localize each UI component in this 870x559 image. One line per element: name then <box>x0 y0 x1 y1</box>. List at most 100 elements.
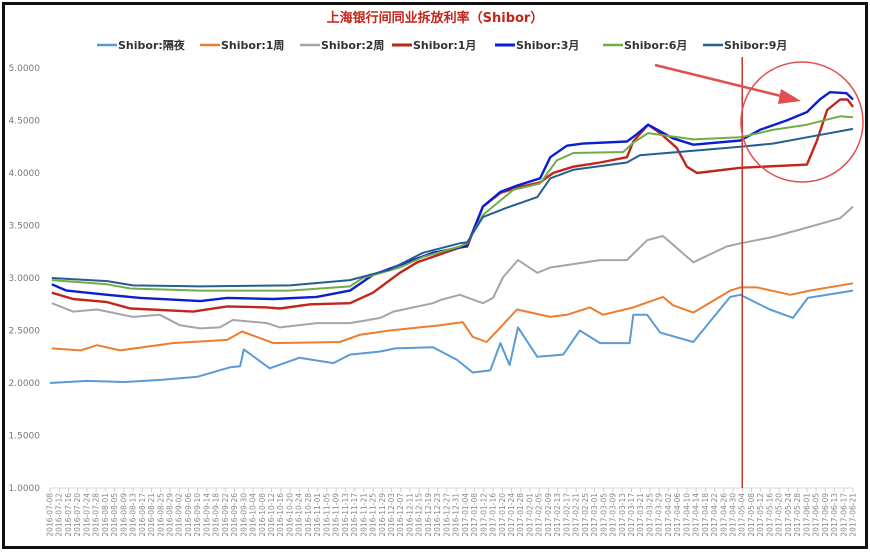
legend-entry: Shibor:9月 <box>724 39 787 52</box>
x-tick-label: 2017-04-30 <box>729 493 738 537</box>
legend-entry: Shibor:隔夜 <box>118 38 186 52</box>
y-axis: 1.0000 1.5000 2.0000 2.5000 3.0000 3.5000 4.00… <box>9 64 41 494</box>
x-tick-label: 2017-04-18 <box>701 493 710 537</box>
x-tick-label: 2017-02-05 <box>535 493 544 537</box>
x-tick-label: 2016-10-08 <box>258 493 267 537</box>
x-tick-label: 2017-05-28 <box>793 493 802 537</box>
x-tick-label: 2017-03-17 <box>627 493 636 537</box>
x-tick-label: 2016-07-20 <box>73 493 82 537</box>
x-tick-label: 2017-04-02 <box>664 493 673 537</box>
series-line-4 <box>51 91 854 303</box>
x-tick-label: 2017-02-01 <box>525 493 534 537</box>
x-tick-label: 2016-08-13 <box>129 493 138 537</box>
x-tick-label: 2017-05-08 <box>747 493 756 537</box>
y-tick-label: 2.0000 <box>9 379 41 389</box>
x-tick-label: 2017-06-09 <box>821 493 830 537</box>
x-tick-label: 2016-10-24 <box>295 493 304 537</box>
x-tick-label: 2017-01-24 <box>507 493 516 537</box>
arrow-shaft <box>654 63 786 99</box>
x-tick-label: 2016-08-29 <box>165 493 174 537</box>
x-tick-label: 2017-06-17 <box>839 493 848 537</box>
x-tick-label: 2017-06-01 <box>802 493 811 537</box>
x-tick-label: 2017-05-16 <box>765 493 774 537</box>
x-tick-label: 2017-01-08 <box>470 493 479 537</box>
x-tick-label: 2017-05-12 <box>756 493 765 537</box>
x-tick-label: 2016-11-17 <box>350 493 359 537</box>
x-tick-label: 2016-07-24 <box>82 493 91 537</box>
x-tick-label: 2016-09-26 <box>230 493 239 537</box>
x-tick-label: 2016-10-04 <box>249 493 258 537</box>
x-tick-label: 2017-04-22 <box>710 493 719 537</box>
legend-entry: Shibor:3月 <box>516 39 579 52</box>
x-tick-label: 2017-06-05 <box>812 493 821 537</box>
x-tick-label: 2016-11-01 <box>313 493 322 537</box>
x-tick-label: 2017-04-26 <box>719 493 728 537</box>
x-tick-label: 2016-09-14 <box>202 493 211 537</box>
y-tick-label: 3.5000 <box>9 222 41 232</box>
x-tick-label: 2017-06-13 <box>830 493 839 537</box>
series-line-0 <box>49 289 854 384</box>
x-tick-label: 2017-03-13 <box>618 493 627 537</box>
x-axis: 2016-07-08 2016-07-12 2016-07-16 2016-07-20… <box>46 487 858 537</box>
x-tick-label: 2017-04-06 <box>673 493 682 537</box>
x-tick-label: 2016-08-09 <box>119 493 128 537</box>
legend-entry: Shibor:2周 <box>321 39 384 52</box>
x-tick-label: 2016-12-27 <box>442 493 451 537</box>
x-tick-label: 2016-12-03 <box>387 493 396 537</box>
x-tick-label: 2016-08-05 <box>110 493 119 537</box>
x-tick-label: 2017-04-10 <box>682 493 691 537</box>
chart-frame <box>2 2 868 549</box>
x-tick-label: 2016-12-15 <box>415 493 424 537</box>
x-tick-label: 2016-10-12 <box>267 493 276 537</box>
x-tick-label: 2016-09-18 <box>212 493 221 537</box>
chart-title: 上海银行间同业拆放利率（Shibor） <box>327 10 544 26</box>
x-tick-label: 2016-11-05 <box>322 493 331 537</box>
x-tick-label: 2016-08-01 <box>101 493 110 537</box>
x-tick-label: 2016-08-25 <box>156 493 165 537</box>
series-line-5 <box>51 115 854 292</box>
x-tick-label: 2017-03-09 <box>609 493 618 537</box>
x-tick-label: 2016-08-17 <box>138 493 147 537</box>
x-tick-label: 2016-12-07 <box>396 493 405 537</box>
annotations <box>654 57 864 488</box>
x-tick-label: 2016-12-11 <box>405 493 414 537</box>
x-tick-label: 2016-07-08 <box>46 493 55 537</box>
x-tick-label: 2017-03-29 <box>655 493 664 537</box>
x-tick-label: 2016-07-16 <box>64 493 73 537</box>
x-tick-label: 2017-04-14 <box>692 493 701 537</box>
x-tick-label: 2017-02-09 <box>544 493 553 537</box>
x-tick-label: 2016-12-19 <box>424 493 433 537</box>
arrow-head-icon <box>778 89 801 104</box>
x-tick-label: 2016-09-22 <box>221 493 230 537</box>
y-tick-label: 5.0000 <box>9 64 41 74</box>
legend-entry: Shibor:6月 <box>624 39 687 52</box>
x-tick-label: 2016-07-12 <box>55 493 64 537</box>
highlight-circle <box>740 61 864 183</box>
x-tick-label: 2016-09-02 <box>175 493 184 537</box>
x-tick-label: 2017-01-04 <box>461 493 470 537</box>
x-tick-label: 2016-11-09 <box>332 493 341 537</box>
y-tick-label: 1.5000 <box>9 432 41 442</box>
x-tick-label: 2016-10-16 <box>276 493 285 537</box>
x-tick-label: 2016-09-30 <box>239 493 248 537</box>
x-tick-label: 2016-12-23 <box>433 493 442 537</box>
y-tick-label: 3.0000 <box>9 274 41 284</box>
x-tick-label: 2017-02-25 <box>581 493 590 537</box>
x-tick-label: 2017-01-12 <box>479 493 488 537</box>
x-tick-label: 2016-11-13 <box>341 493 350 537</box>
x-tick-label: 2017-02-17 <box>562 493 571 537</box>
y-tick-label: 4.5000 <box>9 117 41 127</box>
series-lines <box>49 91 854 384</box>
x-tick-label: 2017-01-28 <box>516 493 525 537</box>
x-tick-label: 2016-10-20 <box>285 493 294 537</box>
x-tick-label: 2017-03-01 <box>590 493 599 537</box>
x-tick-label: 2016-11-29 <box>378 493 387 537</box>
x-tick-label: 2017-01-16 <box>489 493 498 537</box>
x-tick-label: 2016-12-31 <box>452 493 461 537</box>
x-tick-label: 2017-06-21 <box>849 493 858 537</box>
x-tick-label: 2017-03-21 <box>636 493 645 537</box>
x-tick-label: 2017-03-25 <box>645 493 654 537</box>
series-line-1 <box>51 282 854 352</box>
x-tick-label: 2017-03-05 <box>599 493 608 537</box>
